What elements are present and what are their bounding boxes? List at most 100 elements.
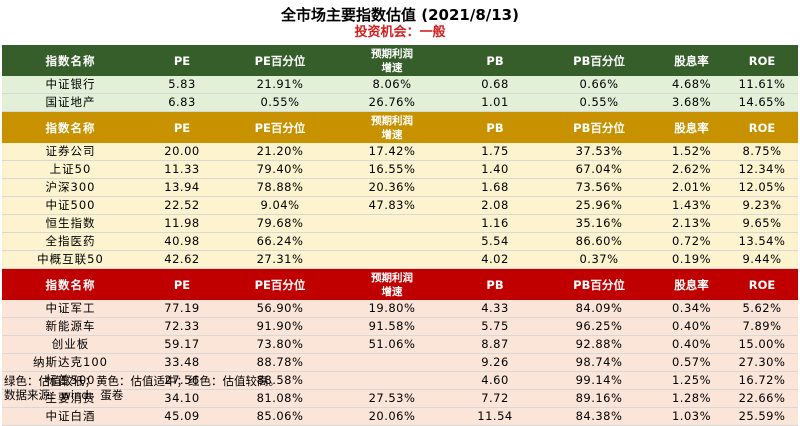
- column-header: 指数名称: [2, 268, 139, 300]
- value-cell: 2.62%: [657, 160, 726, 179]
- value-cell: 4.68%: [657, 76, 726, 94]
- table-row: 新能源车 72.33 91.90% 91.58% 5.75 96.25% 0.40% 7.89…: [2, 317, 798, 336]
- table-row: 创业板 59.17 73.80% 51.06% 8.87 92.88% 0.40% 15.00…: [2, 335, 798, 354]
- column-header: 股息率: [657, 45, 726, 76]
- value-cell: 16.55%: [335, 160, 449, 179]
- value-cell: 0.66%: [541, 76, 657, 94]
- value-cell: 72.33: [139, 317, 225, 336]
- table-row: 恒生指数 11.98 79.68% 1.16 35.16% 2.13% 9.65%: [2, 214, 798, 233]
- value-cell: 59.17: [139, 335, 225, 354]
- value-cell: 20.36%: [335, 178, 449, 197]
- value-cell: 78.88%: [225, 178, 335, 197]
- value-cell: 79.68%: [225, 214, 335, 233]
- column-header: PB百分位: [541, 268, 657, 300]
- value-cell: 11.61%: [726, 76, 798, 94]
- value-cell: 1.16: [449, 214, 541, 233]
- index-name-cell: 中证银行: [2, 76, 139, 94]
- value-cell: 86.60%: [541, 232, 657, 251]
- table-row: 标普500 27.56 88.58% 4.60 99.14% 1.25% 16.72%: [2, 371, 798, 390]
- value-cell: 91.58%: [335, 317, 449, 336]
- value-cell: 22.52: [139, 196, 225, 215]
- value-cell: 3.68%: [657, 93, 726, 112]
- column-header: PE: [139, 111, 225, 143]
- value-cell: 8.87: [449, 335, 541, 354]
- value-cell: [335, 371, 449, 390]
- value-cell: 79.40%: [225, 160, 335, 179]
- index-name-cell: 中证白酒: [2, 407, 139, 426]
- value-cell: 1.25%: [657, 371, 726, 390]
- value-cell: 19.80%: [335, 300, 449, 318]
- column-header: ROE: [726, 111, 798, 143]
- value-cell: 27.31%: [225, 250, 335, 269]
- value-cell: 4.33: [449, 300, 541, 318]
- value-cell: 73.80%: [225, 335, 335, 354]
- value-cell: 67.04%: [541, 160, 657, 179]
- value-cell: 16.72%: [726, 371, 798, 390]
- value-cell: 21.91%: [225, 76, 335, 94]
- value-cell: 0.40%: [657, 317, 726, 336]
- value-cell: 1.75: [449, 143, 541, 161]
- value-cell: 0.57%: [657, 353, 726, 372]
- value-cell: 13.54%: [726, 232, 798, 251]
- value-cell: 2.08: [449, 196, 541, 215]
- value-cell: 96.25%: [541, 317, 657, 336]
- value-cell: 0.37%: [541, 250, 657, 269]
- value-cell: 45.09: [139, 407, 225, 426]
- value-cell: 27.56: [139, 371, 225, 390]
- value-cell: 7.72: [449, 389, 541, 408]
- value-cell: 13.94: [139, 178, 225, 197]
- value-cell: [335, 214, 449, 233]
- value-cell: 0.40%: [657, 335, 726, 354]
- value-cell: 1.68: [449, 178, 541, 197]
- value-cell: 26.76%: [335, 93, 449, 112]
- index-name-cell: 创业板: [2, 335, 139, 354]
- column-header: PB: [449, 268, 541, 300]
- index-name-cell: 中概互联50: [2, 250, 139, 269]
- data-source-note: 数据来源：wind、蛋卷: [4, 388, 124, 402]
- section-header-green: 指数名称 PE PE百分位 预期利润 增速 PB PB百分位 股息率 ROE: [2, 45, 798, 76]
- column-header: PE百分位: [225, 111, 335, 143]
- value-cell: 27.30%: [726, 353, 798, 372]
- color-legend-note: 绿色：估值较低；黄色：估值适中；红色：估值较高。: [4, 374, 280, 388]
- value-cell: 1.01: [449, 93, 541, 112]
- value-cell: 77.19: [139, 300, 225, 318]
- value-cell: 22.66%: [726, 389, 798, 408]
- table-row: 全指医药 40.98 66.24% 5.54 86.60% 0.72% 13.54%: [2, 232, 798, 251]
- value-cell: 6.83: [139, 93, 225, 112]
- value-cell: 7.89%: [726, 317, 798, 336]
- value-cell: 11.33: [139, 160, 225, 179]
- value-cell: 2.01%: [657, 178, 726, 197]
- value-cell: 12.05%: [726, 178, 798, 197]
- value-cell: 0.34%: [657, 300, 726, 318]
- index-name-cell: 标普500: [2, 371, 139, 390]
- page-title: 全市场主要指数估值 (2021/8/13): [281, 6, 519, 24]
- valuation-table: 指数名称 PE PE百分位 预期利润 增速 PB PB百分位 股息率 ROE 中证银行 5.83 21…: [2, 45, 798, 426]
- column-header: 预期利润 增速: [335, 45, 449, 76]
- value-cell: 81.08%: [225, 389, 335, 408]
- value-cell: 5.62%: [726, 300, 798, 318]
- column-header: ROE: [726, 45, 798, 76]
- value-cell: 5.83: [139, 76, 225, 94]
- index-name-cell: 恒生指数: [2, 214, 139, 233]
- value-cell: 1.52%: [657, 143, 726, 161]
- value-cell: 47.83%: [335, 196, 449, 215]
- index-name-cell: 全指医药: [2, 232, 139, 251]
- value-cell: 35.16%: [541, 214, 657, 233]
- value-cell: 20.00: [139, 143, 225, 161]
- table-row: 国证地产 6.83 0.55% 26.76% 1.01 0.55% 3.68% 14.65%: [2, 93, 798, 112]
- value-cell: 33.48: [139, 353, 225, 372]
- column-header: 预期利润 增速: [335, 268, 449, 300]
- value-cell: 1.43%: [657, 196, 726, 215]
- value-cell: [335, 353, 449, 372]
- value-cell: 85.06%: [225, 407, 335, 426]
- value-cell: 20.06%: [335, 407, 449, 426]
- value-cell: 40.98: [139, 232, 225, 251]
- value-cell: 89.16%: [541, 389, 657, 408]
- value-cell: 11.98: [139, 214, 225, 233]
- value-cell: 1.28%: [657, 389, 726, 408]
- value-cell: 1.03%: [657, 407, 726, 426]
- column-header: PB: [449, 111, 541, 143]
- value-cell: 0.55%: [541, 93, 657, 112]
- table-row: 中概互联50 42.62 27.31% 4.02 0.37% 0.19% 9.44%: [2, 250, 798, 269]
- value-cell: 66.24%: [225, 232, 335, 251]
